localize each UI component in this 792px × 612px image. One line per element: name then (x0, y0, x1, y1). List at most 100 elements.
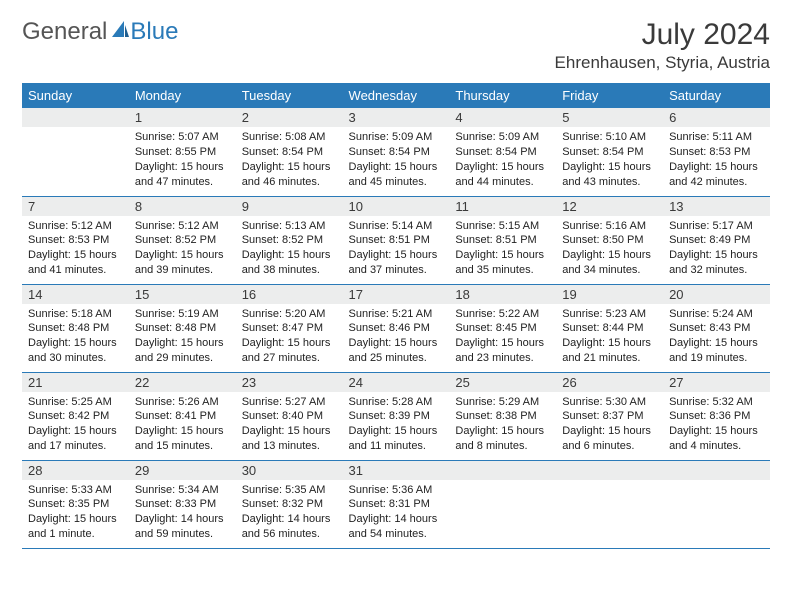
sunset-line: Sunset: 8:39 PM (349, 410, 430, 422)
calendar-cell (663, 460, 770, 548)
day-number (449, 461, 556, 480)
sunrise-line: Sunrise: 5:18 AM (28, 308, 112, 320)
sunrise-line: Sunrise: 5:32 AM (669, 396, 753, 408)
day-data: Sunrise: 5:33 AMSunset: 8:35 PMDaylight:… (22, 480, 129, 546)
daylight-line: Daylight: 15 hours and 39 minutes. (135, 249, 224, 276)
sunset-line: Sunset: 8:44 PM (562, 322, 643, 334)
day-data (449, 480, 556, 487)
day-data: Sunrise: 5:12 AMSunset: 8:53 PMDaylight:… (22, 216, 129, 282)
day-data: Sunrise: 5:34 AMSunset: 8:33 PMDaylight:… (129, 480, 236, 546)
sunset-line: Sunset: 8:48 PM (135, 322, 216, 334)
sunrise-line: Sunrise: 5:07 AM (135, 131, 219, 143)
day-number: 19 (556, 285, 663, 304)
sunrise-line: Sunrise: 5:33 AM (28, 484, 112, 496)
day-number: 18 (449, 285, 556, 304)
calendar-cell: 29Sunrise: 5:34 AMSunset: 8:33 PMDayligh… (129, 460, 236, 548)
sunrise-line: Sunrise: 5:12 AM (135, 220, 219, 232)
daylight-line: Daylight: 15 hours and 42 minutes. (669, 161, 758, 188)
day-data: Sunrise: 5:16 AMSunset: 8:50 PMDaylight:… (556, 216, 663, 282)
daylight-line: Daylight: 15 hours and 38 minutes. (242, 249, 331, 276)
day-data: Sunrise: 5:26 AMSunset: 8:41 PMDaylight:… (129, 392, 236, 458)
sunset-line: Sunset: 8:55 PM (135, 146, 216, 158)
calendar-cell: 11Sunrise: 5:15 AMSunset: 8:51 PMDayligh… (449, 196, 556, 284)
calendar-cell: 18Sunrise: 5:22 AMSunset: 8:45 PMDayligh… (449, 284, 556, 372)
sunset-line: Sunset: 8:47 PM (242, 322, 323, 334)
calendar-cell: 4Sunrise: 5:09 AMSunset: 8:54 PMDaylight… (449, 108, 556, 196)
header: General Blue July 2024 Ehrenhausen, Styr… (22, 18, 770, 73)
sunrise-line: Sunrise: 5:21 AM (349, 308, 433, 320)
daylight-line: Daylight: 14 hours and 56 minutes. (242, 513, 331, 540)
day-data: Sunrise: 5:23 AM Sunset: 8:44 PM Daylight:… (556, 304, 663, 370)
calendar-cell: 9Sunrise: 5:13 AMSunset: 8:52 PMDaylight… (236, 196, 343, 284)
sunset-line: Sunset: 8:54 PM (349, 146, 430, 158)
sunrise-line: Sunrise: 5:34 AM (135, 484, 219, 496)
day-number: 6 (663, 108, 770, 127)
daylight-line: Daylight: 15 hours and 44 minutes. (455, 161, 544, 188)
day-number: 28 (22, 461, 129, 480)
logo-text-2: Blue (130, 18, 178, 46)
day-data (663, 480, 770, 487)
calendar-week: 1Sunrise: 5:07 AMSunset: 8:55 PMDaylight… (22, 108, 770, 196)
day-data: Sunrise: 5:19 AMSunset: 8:48 PMDaylight:… (129, 304, 236, 370)
daylight-line: Daylight: 15 hours and 19 minutes. (669, 337, 758, 364)
calendar-week: 21Sunrise: 5:25 AMSunset: 8:42 PMDayligh… (22, 372, 770, 460)
day-number: 16 (236, 285, 343, 304)
calendar-cell: 31Sunrise: 5:36 AMSunset: 8:31 PMDayligh… (343, 460, 450, 548)
calendar-cell: 13Sunrise: 5:17 AMSunset: 8:49 PMDayligh… (663, 196, 770, 284)
weekday-row: SundayMondayTuesdayWednesdayThursdayFrid… (22, 83, 770, 108)
sunrise-line: Sunrise: 5:29 AM (455, 396, 539, 408)
daylight-line: Daylight: 15 hours and 17 minutes. (28, 425, 117, 452)
sunrise-line: Sunrise: 5:27 AM (242, 396, 326, 408)
logo-sail-icon (110, 18, 130, 46)
day-data: Sunrise: 5:18 AMSunset: 8:48 PMDaylight:… (22, 304, 129, 370)
calendar-cell: 20Sunrise: 5:24 AMSunset: 8:43 PMDayligh… (663, 284, 770, 372)
sunrise-line: Sunrise: 5:23 AM (562, 308, 646, 320)
day-number: 4 (449, 108, 556, 127)
calendar-cell: 30Sunrise: 5:35 AMSunset: 8:32 PMDayligh… (236, 460, 343, 548)
day-data: Sunrise: 5:13 AMSunset: 8:52 PMDaylight:… (236, 216, 343, 282)
daylight-line: Daylight: 15 hours and 21 minutes. (562, 337, 651, 364)
calendar-cell: 23Sunrise: 5:27 AMSunset: 8:40 PMDayligh… (236, 372, 343, 460)
day-data: Sunrise: 5:32 AMSunset: 8:36 PMDaylight:… (663, 392, 770, 458)
calendar-cell: 27Sunrise: 5:32 AMSunset: 8:36 PMDayligh… (663, 372, 770, 460)
day-data: Sunrise: 5:29 AMSunset: 8:38 PMDaylight:… (449, 392, 556, 458)
daylight-line: Daylight: 15 hours and 41 minutes. (28, 249, 117, 276)
daylight-line: Daylight: 15 hours and 47 minutes. (135, 161, 224, 188)
day-number (663, 461, 770, 480)
sunset-line: Sunset: 8:31 PM (349, 498, 430, 510)
sunset-line: Sunset: 8:36 PM (669, 410, 750, 422)
calendar-cell: 12Sunrise: 5:16 AMSunset: 8:50 PMDayligh… (556, 196, 663, 284)
day-number: 8 (129, 197, 236, 216)
calendar-cell: 2Sunrise: 5:08 AMSunset: 8:54 PMDaylight… (236, 108, 343, 196)
sunset-line: Sunset: 8:51 PM (455, 234, 536, 246)
day-data: Sunrise: 5:15 AMSunset: 8:51 PMDaylight:… (449, 216, 556, 282)
calendar-cell: 22Sunrise: 5:26 AMSunset: 8:41 PMDayligh… (129, 372, 236, 460)
daylight-line: Daylight: 15 hours and 25 minutes. (349, 337, 438, 364)
day-data (22, 127, 129, 134)
day-number: 13 (663, 197, 770, 216)
daylight-line: Daylight: 14 hours and 54 minutes. (349, 513, 438, 540)
calendar-cell: 15Sunrise: 5:19 AMSunset: 8:48 PMDayligh… (129, 284, 236, 372)
day-data: Sunrise: 5:08 AMSunset: 8:54 PMDaylight:… (236, 127, 343, 193)
day-data: Sunrise: 5:11 AMSunset: 8:53 PMDaylight:… (663, 127, 770, 193)
sunset-line: Sunset: 8:38 PM (455, 410, 536, 422)
month-title: July 2024 (555, 18, 770, 51)
sunset-line: Sunset: 8:46 PM (349, 322, 430, 334)
sunrise-line: Sunrise: 5:14 AM (349, 220, 433, 232)
sunrise-line: Sunrise: 5:25 AM (28, 396, 112, 408)
daylight-line: Daylight: 15 hours and 6 minutes. (562, 425, 651, 452)
calendar-cell: 21Sunrise: 5:25 AMSunset: 8:42 PMDayligh… (22, 372, 129, 460)
sunset-line: Sunset: 8:52 PM (242, 234, 323, 246)
day-data: Sunrise: 5:24 AMSunset: 8:43 PMDaylight:… (663, 304, 770, 370)
weekday-header: Tuesday (236, 83, 343, 108)
sunrise-line: Sunrise: 5:11 AM (669, 131, 752, 143)
sunrise-line: Sunrise: 5:10 AM (562, 131, 646, 143)
sunset-line: Sunset: 8:50 PM (562, 234, 643, 246)
weekday-header: Thursday (449, 83, 556, 108)
calendar-week: 28 Sunrise: 5:33 AM Sunset: 8:35 PM Dayligh… (22, 460, 770, 548)
daylight-line: Daylight: 15 hours and 45 minutes. (349, 161, 438, 188)
title-block: July 2024 Ehrenhausen, Styria, Austria (555, 18, 770, 73)
sunrise-line: Sunrise: 5:16 AM (562, 220, 646, 232)
sunset-line: Sunset: 8:35 PM (28, 498, 109, 510)
day-number: 9 (236, 197, 343, 216)
